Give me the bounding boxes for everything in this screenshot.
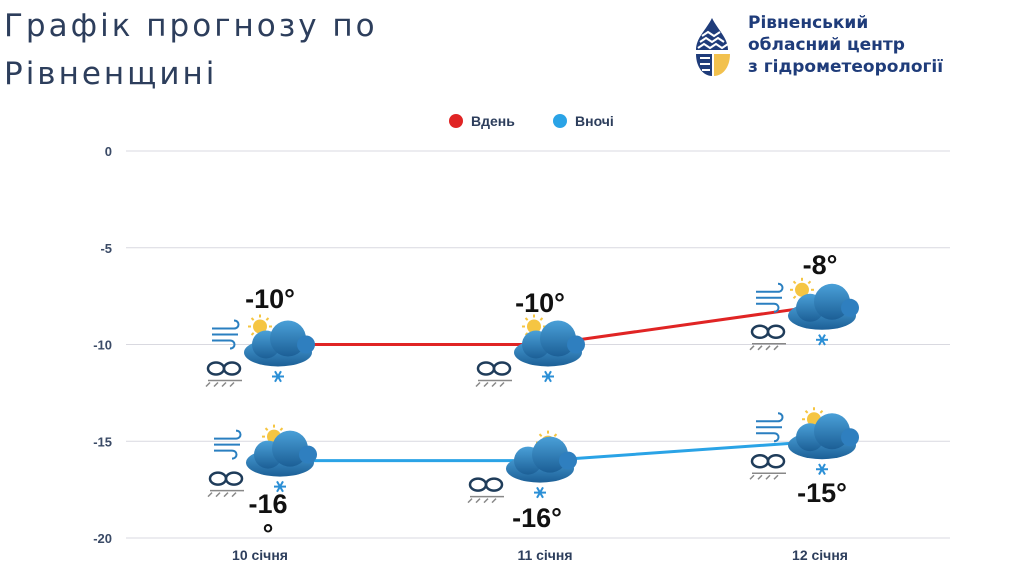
cloud-sun-snow-icon: [207, 424, 317, 498]
snowflake-icon: [542, 370, 554, 383]
fog-icon: [207, 471, 244, 498]
snowflake-icon: [816, 463, 828, 475]
cloud-sun-snow-icon: [749, 407, 859, 480]
x-axis-ticks: 10 січня 11 січня 12 січня: [232, 547, 848, 563]
data-label: -10°: [245, 284, 295, 314]
snowflake-icon: [816, 334, 828, 346]
y-tick-label: -15: [93, 434, 112, 449]
org-name-line-1: Рівненський: [748, 13, 869, 33]
legend-marker: [553, 114, 567, 128]
cloud-sun-snow-icon: [205, 314, 315, 388]
data-label: -8°: [803, 250, 838, 280]
data-label: -15°: [797, 478, 847, 508]
snowflake-icon: [534, 486, 546, 499]
fog-icon: [749, 324, 786, 351]
page-title-line-1: Графік прогнозу по: [4, 8, 378, 44]
data-label: -16°: [248, 489, 287, 549]
x-tick-label: 11 січня: [517, 547, 572, 563]
value-labels: -10° -10° -8° -16 ° -16° -15°: [245, 250, 847, 549]
cloud-sun-snow-icon: [749, 277, 859, 351]
x-tick-label: 12 січня: [792, 547, 848, 563]
page-title: Графік прогнозу по Рівненщині: [4, 2, 564, 98]
data-label: -16°: [512, 503, 562, 533]
data-label: -10°: [515, 288, 565, 318]
legend-marker: [449, 114, 463, 128]
y-tick-label: -20: [93, 531, 112, 546]
org-name: Рівненський обласний центр з гідрометеор…: [748, 12, 1018, 78]
legend-label: Вдень: [471, 113, 515, 129]
y-tick-label: 0: [105, 144, 112, 159]
org-name-line-2: обласний центр: [748, 35, 905, 55]
fog-icon: [749, 454, 786, 480]
page-title-line-2: Рівненщині: [4, 56, 218, 92]
weather-icons: [205, 277, 859, 504]
cloud-sun-snow-icon: [475, 314, 585, 388]
wind-icon: [214, 429, 242, 460]
fog-icon: [205, 361, 242, 388]
fog-icon: [467, 477, 504, 504]
legend-label: Вночі: [575, 113, 614, 129]
snowflake-icon: [272, 370, 284, 383]
y-tick-label: -10: [93, 338, 112, 353]
org-name-line-3: з гідрометеорології: [748, 57, 944, 77]
snowflake-icon: [274, 480, 286, 493]
wind-icon: [756, 282, 784, 313]
legend: Вдень Вночі: [449, 113, 614, 129]
wind-icon: [212, 319, 240, 350]
wind-icon: [756, 412, 784, 443]
x-tick-label: 10 січня: [232, 547, 288, 563]
y-tick-label: -5: [100, 241, 112, 256]
cloud-sun-snow-icon: [467, 430, 577, 504]
water-drop-logo-icon: [696, 18, 730, 76]
fog-icon: [475, 361, 512, 388]
